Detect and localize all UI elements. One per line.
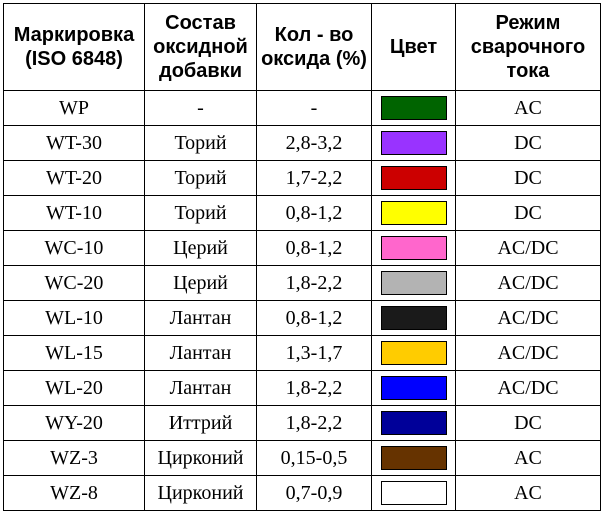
- cell-color: [371, 370, 456, 406]
- cell-oxide-percent: 1,8-2,2: [256, 405, 372, 441]
- cell-color: [371, 405, 456, 441]
- table-row: WZ-3 Цирконий 0,15-0,5 AC: [3, 440, 601, 476]
- header-oxide-percent: Кол - во оксида (%): [256, 3, 372, 91]
- color-swatch: [380, 446, 447, 470]
- cell-oxide-percent: 2,8-3,2: [256, 125, 372, 161]
- cell-marking: WZ-3: [3, 440, 145, 476]
- cell-oxide-percent: 1,7-2,2: [256, 160, 372, 196]
- color-swatch: [380, 201, 447, 225]
- cell-additive: -: [144, 90, 257, 126]
- cell-color: [371, 90, 456, 126]
- table-row: WC-20 Церий 1,8-2,2 AC/DC: [3, 265, 601, 301]
- electrode-marking-table: Маркировка (ISO 6848) Состав оксидной до…: [3, 3, 601, 511]
- cell-oxide-percent: 0,7-0,9: [256, 475, 372, 511]
- cell-additive: Церий: [144, 230, 257, 266]
- cell-additive: Лантан: [144, 335, 257, 371]
- cell-current-mode: AC/DC: [455, 335, 601, 371]
- cell-additive: Цирконий: [144, 475, 257, 511]
- cell-current-mode: DC: [455, 405, 601, 441]
- cell-additive: Торий: [144, 125, 257, 161]
- color-swatch: [380, 411, 447, 435]
- cell-marking: WP: [3, 90, 145, 126]
- cell-current-mode: AC: [455, 90, 601, 126]
- cell-color: [371, 160, 456, 196]
- cell-marking: WT-30: [3, 125, 145, 161]
- cell-additive: Торий: [144, 195, 257, 231]
- cell-marking: WY-20: [3, 405, 145, 441]
- cell-current-mode: AC/DC: [455, 265, 601, 301]
- cell-current-mode: AC: [455, 440, 601, 476]
- cell-additive: Торий: [144, 160, 257, 196]
- cell-oxide-percent: -: [256, 90, 372, 126]
- cell-current-mode: AC/DC: [455, 230, 601, 266]
- table-body: WP - - AC WT-30 Торий 2,8-3,2 DC WT-20 Т…: [3, 90, 601, 511]
- header-current-mode: Режим сварочного тока: [455, 3, 601, 91]
- cell-oxide-percent: 1,8-2,2: [256, 265, 372, 301]
- cell-marking: WC-10: [3, 230, 145, 266]
- cell-current-mode: DC: [455, 125, 601, 161]
- header-color: Цвет: [371, 3, 456, 91]
- cell-current-mode: DC: [455, 195, 601, 231]
- cell-additive: Иттрий: [144, 405, 257, 441]
- cell-marking: WT-20: [3, 160, 145, 196]
- table-row: WL-20 Лантан 1,8-2,2 AC/DC: [3, 370, 601, 406]
- cell-oxide-percent: 0,8-1,2: [256, 300, 372, 336]
- table-row: WL-15 Лантан 1,3-1,7 AC/DC: [3, 335, 601, 371]
- table-header: Маркировка (ISO 6848) Состав оксидной до…: [3, 3, 601, 91]
- color-swatch: [380, 131, 447, 155]
- color-swatch: [380, 376, 447, 400]
- cell-additive: Лантан: [144, 370, 257, 406]
- cell-color: [371, 195, 456, 231]
- cell-additive: Церий: [144, 265, 257, 301]
- cell-marking: WL-10: [3, 300, 145, 336]
- header-row: Маркировка (ISO 6848) Состав оксидной до…: [3, 3, 601, 91]
- cell-color: [371, 230, 456, 266]
- cell-color: [371, 265, 456, 301]
- header-marking: Маркировка (ISO 6848): [3, 3, 145, 91]
- cell-current-mode: AC/DC: [455, 300, 601, 336]
- table-row: WC-10 Церий 0,8-1,2 AC/DC: [3, 230, 601, 266]
- cell-oxide-percent: 0,15-0,5: [256, 440, 372, 476]
- color-swatch: [380, 236, 447, 260]
- cell-color: [371, 125, 456, 161]
- cell-current-mode: AC/DC: [455, 370, 601, 406]
- cell-oxide-percent: 0,8-1,2: [256, 195, 372, 231]
- color-swatch: [380, 271, 447, 295]
- table-row: WT-10 Торий 0,8-1,2 DC: [3, 195, 601, 231]
- cell-additive: Цирконий: [144, 440, 257, 476]
- cell-oxide-percent: 0,8-1,2: [256, 230, 372, 266]
- cell-marking: WC-20: [3, 265, 145, 301]
- cell-marking: WT-10: [3, 195, 145, 231]
- table-row: WT-30 Торий 2,8-3,2 DC: [3, 125, 601, 161]
- color-swatch: [380, 341, 447, 365]
- cell-color: [371, 475, 456, 511]
- cell-marking: WL-20: [3, 370, 145, 406]
- table-row: WP - - AC: [3, 90, 601, 126]
- color-swatch: [380, 96, 447, 120]
- cell-oxide-percent: 1,3-1,7: [256, 335, 372, 371]
- cell-marking: WL-15: [3, 335, 145, 371]
- cell-current-mode: DC: [455, 160, 601, 196]
- cell-color: [371, 440, 456, 476]
- table-row: WZ-8 Цирконий 0,7-0,9 AC: [3, 475, 601, 511]
- cell-current-mode: AC: [455, 475, 601, 511]
- cell-oxide-percent: 1,8-2,2: [256, 370, 372, 406]
- color-swatch: [380, 306, 447, 330]
- cell-color: [371, 335, 456, 371]
- table-row: WY-20 Иттрий 1,8-2,2 DC: [3, 405, 601, 441]
- color-swatch: [380, 481, 447, 505]
- color-swatch: [380, 166, 447, 190]
- table-row: WL-10 Лантан 0,8-1,2 AC/DC: [3, 300, 601, 336]
- header-additive: Состав оксидной добавки: [144, 3, 257, 91]
- cell-marking: WZ-8: [3, 475, 145, 511]
- table-row: WT-20 Торий 1,7-2,2 DC: [3, 160, 601, 196]
- cell-color: [371, 300, 456, 336]
- cell-additive: Лантан: [144, 300, 257, 336]
